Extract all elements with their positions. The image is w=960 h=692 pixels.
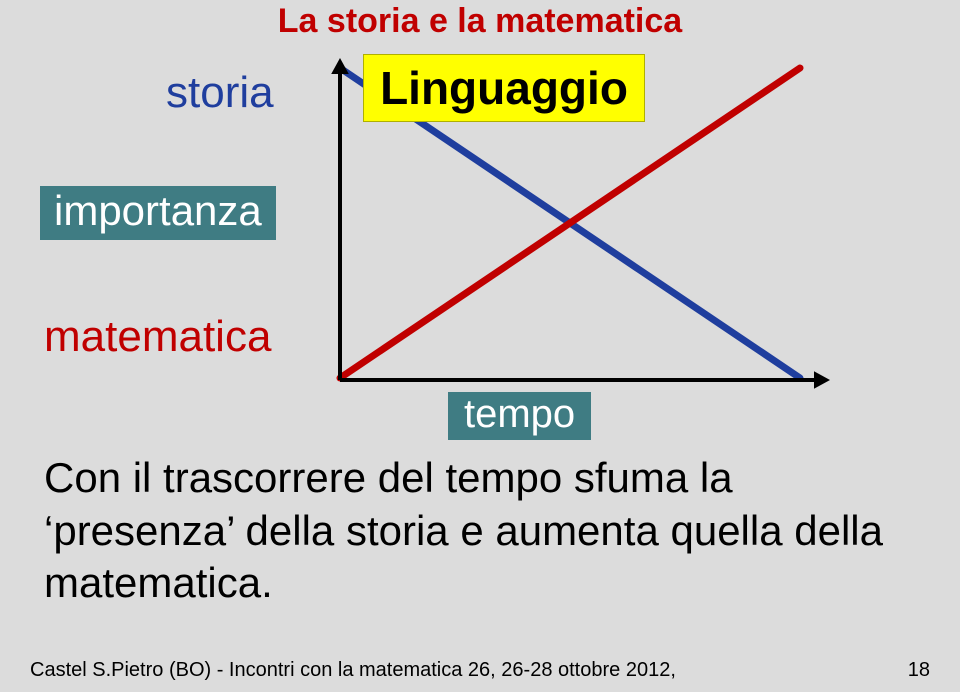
label-matematica: matematica: [44, 312, 271, 362]
footer-text: Castel S.Pietro (BO) - Incontri con la m…: [30, 659, 930, 682]
label-linguaggio: Linguaggio: [363, 54, 645, 122]
label-tempo: tempo: [448, 392, 591, 440]
page-number: 18: [908, 659, 930, 682]
y-axis-arrow: [331, 58, 349, 74]
x-axis-arrow: [814, 371, 830, 389]
label-storia: storia: [166, 68, 274, 118]
body-text: Con il trascorrere del tempo sfuma la ‘p…: [44, 452, 924, 610]
slide: La storia e la matematica storia Linguag…: [0, 0, 960, 692]
label-importanza: importanza: [40, 186, 276, 240]
slide-title: La storia e la matematica: [0, 2, 960, 41]
